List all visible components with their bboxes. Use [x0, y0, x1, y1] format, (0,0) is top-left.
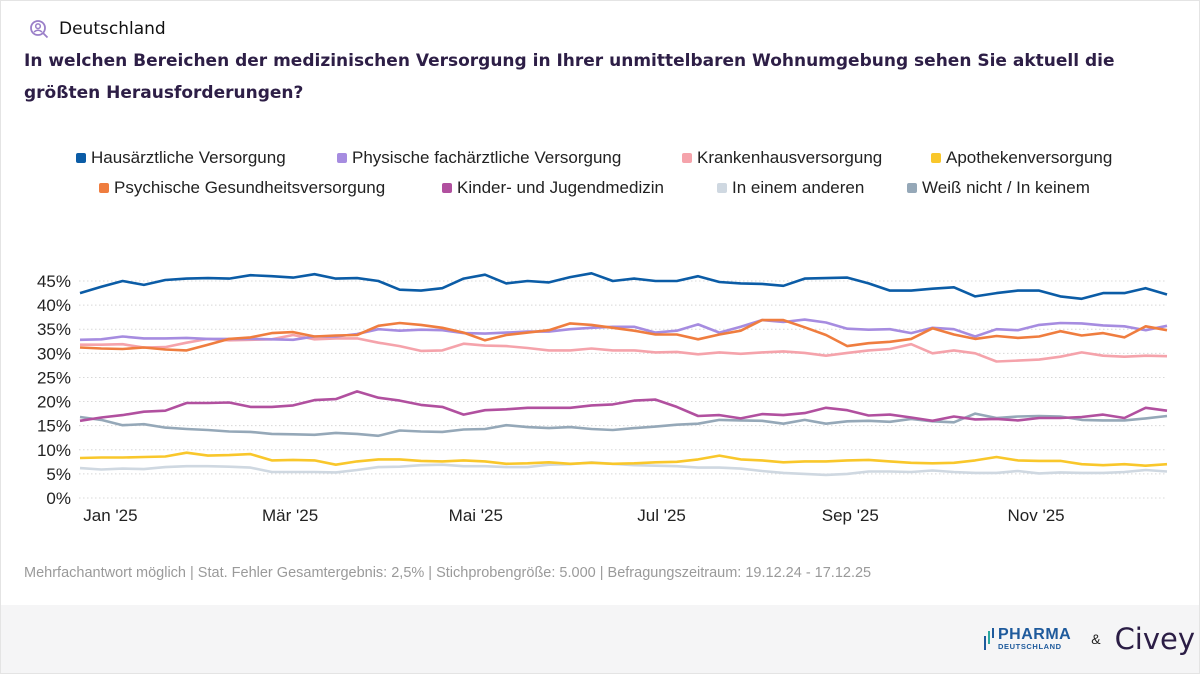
legend-swatch-icon	[442, 183, 452, 193]
legend-swatch-icon	[76, 153, 86, 163]
region-header: Deutschland	[29, 19, 166, 39]
legend-item[interactable]: Physische fachärztliche Versorgung	[337, 148, 621, 168]
series-line-7[interactable]	[79, 412, 1168, 438]
legend-item[interactable]: Apothekenversorgung	[931, 148, 1112, 168]
legend-swatch-icon	[907, 183, 917, 193]
y-tick-label: 10%	[37, 441, 71, 460]
y-tick-label: 0%	[46, 489, 71, 508]
x-tick-label: Sep '25	[822, 506, 879, 525]
legend-label: Apothekenversorgung	[946, 148, 1113, 167]
x-tick-label: Jan '25	[83, 506, 137, 525]
legend-item[interactable]: In einem anderen	[717, 178, 864, 198]
legend-item[interactable]: Kinder- und Jugendmedizin	[442, 178, 664, 198]
legend-item[interactable]: Weiß nicht / In keinem	[907, 178, 1090, 198]
legend-item[interactable]: Hausärztliche Versorgung	[76, 148, 286, 168]
line-chart: 0% 5% 10% 15% 20% 25% 30% 35% 40% 45% Jan '25 Mär '…	[37, 271, 1168, 525]
series-line-3[interactable]	[79, 451, 1168, 468]
legend-label: Kinder- und Jugendmedizin	[457, 178, 664, 197]
pharma-logo-bottom: DEUTSCHLAND	[998, 642, 1062, 651]
y-tick-label: 15%	[37, 417, 71, 436]
y-tick-label: 20%	[37, 393, 71, 412]
footer-bar	[1, 605, 1199, 673]
x-tick-label: Mär '25	[262, 506, 318, 525]
legend-label: Psychische Gesundheitsversorgung	[114, 178, 386, 197]
series-line-4[interactable]	[79, 318, 1168, 352]
legend-label: In einem anderen	[732, 178, 865, 197]
y-tick-label: 40%	[37, 296, 71, 315]
series-line-0[interactable]	[79, 271, 1168, 301]
legend-label: Physische fachärztliche Versorgung	[352, 148, 622, 167]
x-tick-label: Mai '25	[449, 506, 503, 525]
legend-item[interactable]: Krankenhausversorgung	[682, 148, 882, 168]
pharma-logo-top: PHARMA	[998, 626, 1072, 643]
civey-logo: Civey	[1114, 622, 1196, 656]
legend-swatch-icon	[99, 183, 109, 193]
series-line-1[interactable]	[79, 318, 1168, 342]
legend-swatch-icon	[717, 183, 727, 193]
legend-item[interactable]: Psychische Gesundheitsversorgung	[99, 178, 385, 198]
y-tick-label: 45%	[37, 272, 71, 291]
legend-label: Weiß nicht / In keinem	[922, 178, 1090, 197]
pharma-logo-mark-icon	[984, 628, 994, 650]
y-tick-label: 5%	[46, 465, 71, 484]
x-tick-label: Jul '25	[637, 506, 686, 525]
legend-swatch-icon	[337, 153, 347, 163]
legend-swatch-icon	[682, 153, 692, 163]
y-tick-label: 35%	[37, 320, 71, 339]
pharma-deutschland-logo: PHARMA DEUTSCHLAND	[984, 627, 1071, 651]
question-title: In welchen Bereichen der medizinischen V…	[24, 51, 1115, 103]
footnote: Mehrfachantwort möglich | Stat. Fehler G…	[24, 565, 872, 581]
y-tick-label: 25%	[37, 368, 71, 387]
legend-label: Hausärztliche Versorgung	[91, 148, 286, 167]
series-line-5[interactable]	[79, 390, 1168, 423]
legend-swatch-icon	[931, 153, 941, 163]
region-label: Deutschland	[59, 19, 166, 39]
user-search-icon	[30, 20, 49, 39]
ampersand: &	[1091, 631, 1101, 647]
legend-label: Krankenhausversorgung	[697, 148, 883, 167]
logos: PHARMA DEUTSCHLAND & Civey	[984, 622, 1195, 656]
y-tick-label: 30%	[37, 344, 71, 363]
x-tick-label: Nov '25	[1008, 506, 1065, 525]
